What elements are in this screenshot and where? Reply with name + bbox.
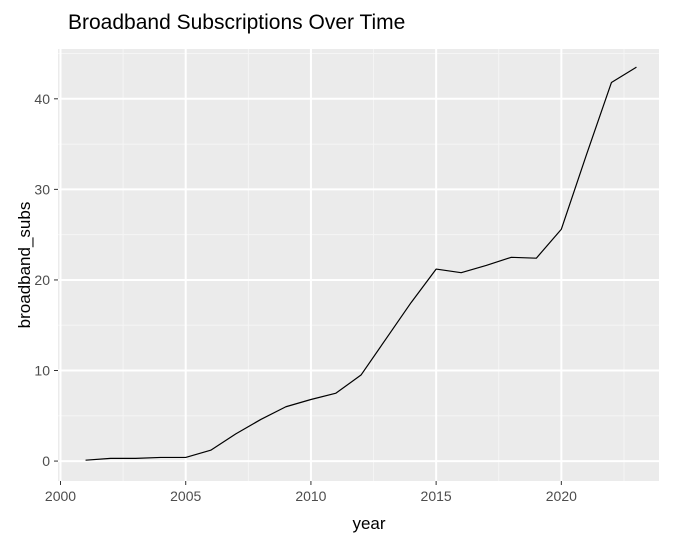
x-tick-label: 2005 bbox=[170, 488, 201, 504]
x-tick-label: 2020 bbox=[546, 488, 577, 504]
plot-panel bbox=[58, 49, 659, 481]
minor-gridlines bbox=[58, 49, 659, 481]
y-tick-label: 40 bbox=[34, 91, 50, 107]
x-tick-label: 2010 bbox=[295, 488, 326, 504]
y-tick-label: 10 bbox=[34, 363, 50, 379]
y-tick-label: 30 bbox=[34, 181, 50, 197]
chart-title: Broadband Subscriptions Over Time bbox=[68, 11, 405, 34]
x-axis-title: year bbox=[352, 514, 385, 533]
y-axis-title: broadband_subs bbox=[15, 202, 34, 329]
x-tick-label: 2000 bbox=[45, 488, 76, 504]
y-tick-label: 0 bbox=[42, 453, 50, 469]
major-gridlines bbox=[58, 49, 659, 481]
x-axis-ticks: 2000 2005 2010 2015 2020 bbox=[45, 481, 577, 504]
y-tick-label: 20 bbox=[34, 272, 50, 288]
x-tick-label: 2015 bbox=[421, 488, 452, 504]
y-axis-ticks: 0 10 20 30 40 bbox=[34, 91, 58, 469]
series-line bbox=[85, 66, 637, 461]
